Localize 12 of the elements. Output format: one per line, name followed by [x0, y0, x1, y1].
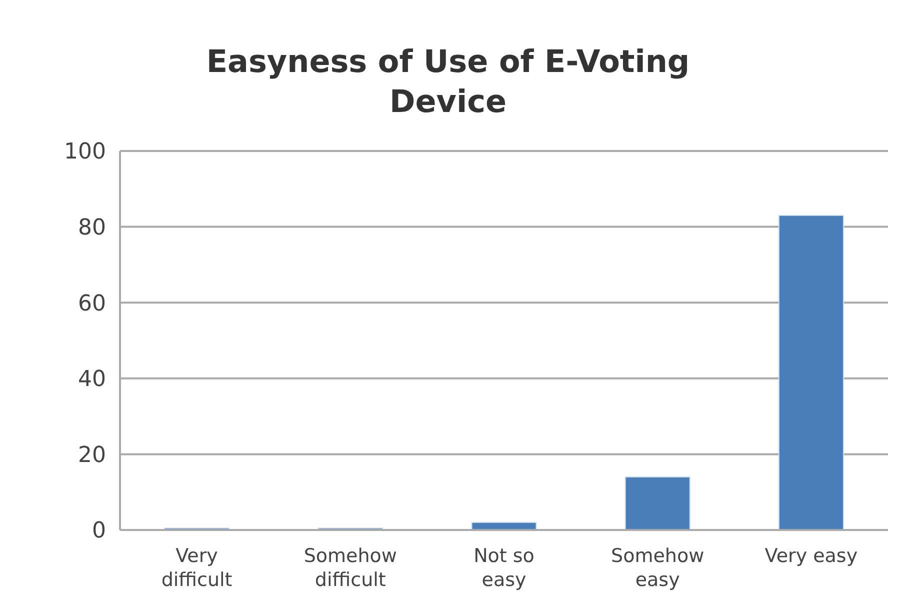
y-tick-label: 20 — [78, 442, 106, 468]
x-tick-label: Very difficult — [161, 545, 232, 591]
x-tick-label: Somehow difficult — [304, 545, 397, 591]
x-tick-label: Very easy — [764, 545, 858, 567]
y-tick-label: 100 — [64, 140, 106, 165]
y-tick-label: 80 — [78, 216, 106, 240]
x-tick-label: Not so easy — [474, 545, 534, 591]
y-tick-label: 0 — [92, 518, 106, 544]
y-tick-label: 60 — [78, 291, 106, 316]
y-tick-label: 40 — [78, 367, 106, 392]
x-tick-label: Somehow easy — [611, 545, 704, 591]
chart-title: Easyness of Use of E-Voting Device — [206, 44, 690, 120]
